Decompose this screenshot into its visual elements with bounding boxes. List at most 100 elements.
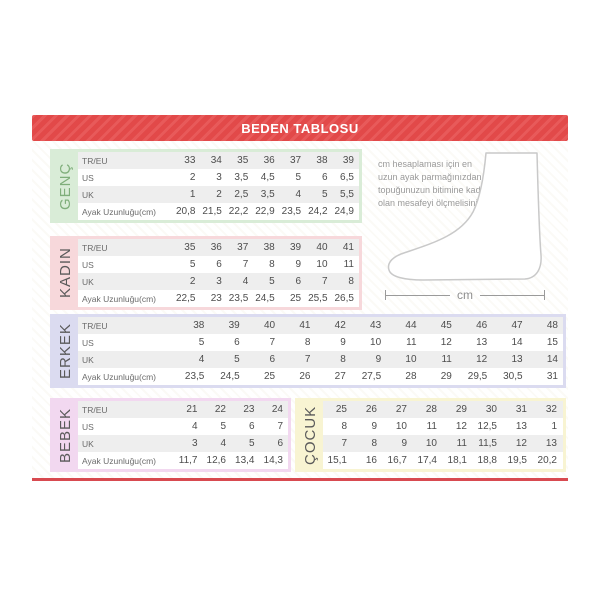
size-table-kadin: KADIN TR/EU 35 36 37 38 39 40 41 US 5 6 7 8 9 10 11 UK 2 3 4…: [50, 236, 362, 310]
table-body: TR/EU 38 39 40 41 42 43 44 45 46 47 48 US 5 6 7 8 9 10 11 12…: [78, 317, 563, 385]
table-cell: 12,6: [206, 455, 226, 466]
table-cell: 18,8: [477, 455, 497, 466]
table-cell: 22: [214, 404, 226, 415]
table-cell: 9: [295, 259, 302, 270]
table-cell: 1: [189, 189, 196, 200]
table-row: US 2 3 3,5 4,5 5 6 6,5: [78, 169, 359, 186]
table-row: TR/EU 38 39 40 41 42 43 44 45 46 47 48: [78, 317, 563, 334]
table-cell: 15,1: [327, 455, 347, 466]
table-cell: 23: [210, 293, 222, 304]
table-cell: 9: [375, 354, 382, 365]
table-cell: 12: [455, 421, 467, 432]
table-cell: 9: [401, 438, 407, 449]
row-label: UK: [82, 189, 94, 200]
table-cell: 40: [316, 242, 328, 253]
table-row: UK 2 3 4 5 6 7 8: [78, 273, 359, 290]
table-cell: 22,5: [175, 293, 196, 304]
table-cell: 2: [189, 172, 196, 183]
table-category-label: ERKEK: [57, 323, 74, 379]
table-cell: 17,4: [417, 455, 437, 466]
table-cell: 44: [405, 320, 417, 331]
table-cell: 4: [191, 421, 198, 432]
cm-measure-line: cm: [385, 287, 545, 303]
row-label: Ayak Uzunluğu(cm): [82, 371, 157, 382]
table-row: US 5 6 7 8 9 10 11 12 13 14 15: [78, 334, 563, 351]
table-cell: 43: [370, 320, 382, 331]
table-cell: 6: [216, 259, 222, 270]
table-cell: 18,1: [447, 455, 467, 466]
table-cell: 13: [511, 354, 523, 365]
table-cell: 21,5: [202, 206, 222, 217]
row-label: Ayak Uzunluğu(cm): [82, 455, 157, 466]
table-cell: 5,5: [340, 189, 354, 200]
table-row: Ayak Uzunluğu(cm) 20,8 21,5 22,2 22,9 23,5 24,…: [78, 203, 359, 220]
table-cell: 16: [365, 455, 377, 466]
size-table-genc: GENÇ TR/EU 33 34 35 36 37 38 39 US 2 3 3,5 4,5 5 6 6,5 UK…: [50, 149, 362, 223]
table-cell: 30,5: [503, 371, 523, 382]
table-cell: 40: [263, 320, 276, 331]
table-cell: 4: [220, 438, 226, 449]
row-label: TR/EU: [82, 404, 108, 415]
table-cell: 36: [210, 242, 222, 253]
table-cell: 25: [289, 293, 302, 304]
table-cell: 47: [511, 320, 523, 331]
table-row: 7 8 9 10 11 11,5 12 13: [323, 435, 563, 452]
table-body: TR/EU 21 22 23 24 US 4 5 6 7 UK 3 4 5 6 Ayak Uzunluğu(c…: [78, 401, 288, 469]
table-cell: 12: [476, 354, 488, 365]
table-cell: 7: [242, 259, 249, 270]
table-category-label: BEBEK: [57, 407, 74, 463]
table-cell: 34: [210, 155, 222, 166]
foot-outline-illustration: [387, 152, 542, 281]
table-cell: 33: [184, 155, 196, 166]
table-cell: 28: [405, 371, 417, 382]
table-cell: 28: [425, 404, 437, 415]
table-cell: 24,5: [220, 371, 240, 382]
table-row: TR/EU 33 34 35 36 37 38 39: [78, 152, 359, 169]
page-title: BEDEN TABLOSU: [241, 120, 359, 136]
table-cell: 5: [198, 337, 205, 348]
row-label: US: [82, 421, 94, 432]
table-cell: 11: [456, 438, 467, 449]
table-cell: 10: [405, 354, 417, 365]
table-cell: 45: [440, 320, 452, 331]
row-label: US: [82, 259, 94, 270]
table-cell: 5: [189, 259, 196, 270]
table-cell: 20,8: [175, 206, 196, 217]
table-cell: 3: [191, 438, 198, 449]
table-cell: 4: [198, 354, 205, 365]
table-cell: 15: [546, 337, 558, 348]
table-cell: 8: [341, 421, 347, 432]
table-cell: 3: [216, 172, 222, 183]
table-cell: 31: [546, 371, 558, 382]
table-cell: 22,2: [228, 206, 249, 217]
table-cell: 35: [184, 242, 196, 253]
size-table-bebek: BEBEK TR/EU 21 22 23 24 US 4 5 6 7 UK 3 4 5 6 Ayak Uzunl…: [50, 398, 291, 472]
table-cell: 35: [237, 155, 249, 166]
measure-line-right: [480, 294, 544, 296]
table-cell: 1: [551, 421, 557, 432]
table-category-label: ÇOCUK: [302, 405, 319, 465]
table-cell: 9: [340, 337, 346, 348]
table-cell: 23: [243, 404, 255, 415]
table-cell: 38: [263, 242, 275, 253]
table-cell: 20,2: [537, 455, 557, 466]
size-table-cocuk: ÇOCUK 25 26 27 28 29 30 31 32 8 9 10 11 12 12,5 13 1 7 8 9 1…: [295, 398, 566, 472]
table-row: 15,1 16 16,7 17,4 18,1 18,8 19,5 20,2: [323, 452, 563, 469]
table-cell: 39: [289, 242, 302, 253]
table-cell: 22,9: [255, 206, 275, 217]
table-cell: 5: [220, 421, 226, 432]
table-cell: 2: [189, 276, 196, 287]
table-cell: 13,4: [235, 455, 255, 466]
table-category-label: KADIN: [57, 247, 74, 299]
table-cell: 26: [365, 404, 377, 415]
table-cell: 10: [395, 421, 407, 432]
table-body: TR/EU 35 36 37 38 39 40 41 US 5 6 7 8 9 10 11 UK 2 3 4 5 6 7 8 A…: [78, 239, 359, 307]
table-cell: 13: [515, 421, 527, 432]
measure-tick-right: [544, 290, 545, 300]
table-cell: 3,5: [234, 172, 249, 183]
table-row: US 5 6 7 8 9 10 11: [78, 256, 359, 273]
table-cell: 37: [237, 242, 249, 253]
measure-line-left: [386, 294, 450, 296]
table-cell: 5: [321, 189, 328, 200]
table-cell: 29: [440, 371, 452, 382]
